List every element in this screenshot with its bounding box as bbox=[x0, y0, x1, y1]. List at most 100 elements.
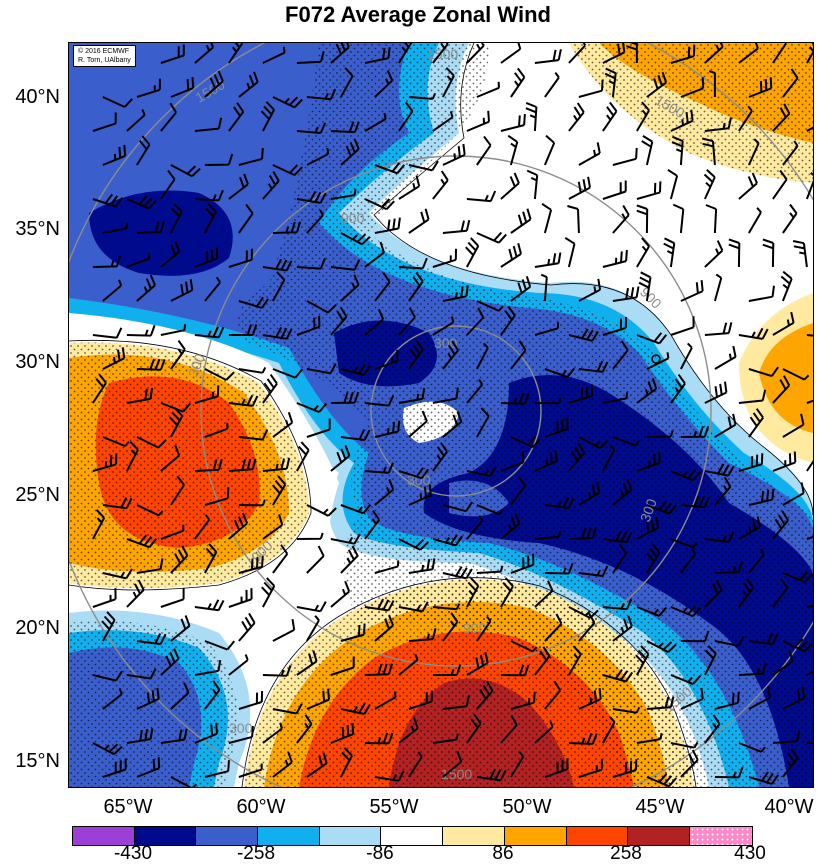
wind-barb bbox=[782, 748, 799, 778]
wind-barb bbox=[374, 217, 401, 234]
wind-barb bbox=[170, 77, 195, 98]
wind-barb bbox=[714, 635, 745, 647]
wind-barb bbox=[398, 387, 426, 404]
wind-barb bbox=[578, 565, 609, 577]
wind-barb bbox=[510, 340, 527, 370]
wind-barb bbox=[704, 240, 724, 268]
wind-barb bbox=[102, 222, 129, 234]
wind-barb bbox=[714, 476, 732, 506]
wind-barb bbox=[568, 328, 599, 342]
wind-barb bbox=[364, 395, 395, 407]
wind-barb bbox=[704, 579, 723, 608]
wind-barb bbox=[704, 645, 717, 676]
wind-barb bbox=[564, 236, 576, 268]
wind-barb bbox=[238, 429, 269, 441]
wind-barb bbox=[680, 495, 711, 509]
wind-barb bbox=[262, 46, 286, 64]
colorbar-box-8 bbox=[504, 827, 567, 845]
wind-barb bbox=[194, 659, 222, 676]
colorbar-box-11 bbox=[689, 827, 752, 845]
colorbar bbox=[72, 826, 753, 846]
lat-label-35n: 35°N bbox=[15, 218, 60, 240]
map-title: F072 Average Zonal Wind bbox=[285, 2, 551, 27]
wind-barb bbox=[136, 135, 151, 166]
lat-label-30n: 30°N bbox=[15, 351, 60, 373]
range-label-300-e: 300 bbox=[637, 496, 660, 524]
wind-barb bbox=[374, 70, 394, 98]
wind-barb bbox=[612, 615, 633, 642]
range-circles bbox=[69, 43, 813, 787]
wind-barb bbox=[92, 670, 123, 682]
wind-barb bbox=[602, 43, 626, 64]
colorbar-label-neg258: -258 bbox=[236, 843, 276, 864]
wind-barb bbox=[340, 232, 371, 246]
wind-barb bbox=[330, 445, 351, 472]
wind-barb bbox=[476, 615, 492, 642]
wind-barb bbox=[510, 640, 538, 653]
range-label-1500-top: 1500 bbox=[427, 46, 458, 62]
wind-barb bbox=[92, 373, 107, 404]
colorbar-box-5 bbox=[319, 827, 382, 845]
wind-barb bbox=[534, 450, 558, 472]
wind-barb bbox=[340, 504, 372, 515]
wind-barb bbox=[646, 71, 668, 98]
wind-barb bbox=[782, 638, 813, 653]
wind-barb bbox=[534, 397, 562, 405]
wind-barb bbox=[170, 545, 189, 574]
wind-barb bbox=[262, 665, 292, 677]
wind-barb bbox=[272, 703, 303, 715]
wind-barb bbox=[102, 568, 133, 580]
wind-barb bbox=[466, 514, 484, 540]
wind-barb bbox=[500, 577, 514, 608]
wind-barb bbox=[374, 420, 401, 438]
wind-barb bbox=[136, 274, 156, 302]
wind-barb bbox=[160, 588, 185, 608]
wind-barb bbox=[738, 172, 758, 200]
wind-barb bbox=[465, 237, 480, 268]
wind-barb bbox=[476, 565, 504, 574]
wind-barb bbox=[408, 160, 439, 172]
wind-barb bbox=[713, 273, 723, 302]
wind-barb bbox=[102, 688, 123, 710]
wind-barb bbox=[782, 482, 805, 506]
colorbar-label-258: 258 bbox=[610, 843, 642, 864]
wind-barb bbox=[228, 173, 249, 200]
wind-barb bbox=[578, 360, 609, 373]
wind-barb bbox=[398, 717, 419, 744]
wind-barb bbox=[748, 285, 775, 302]
wind-barb bbox=[714, 561, 743, 574]
wind-barb bbox=[612, 204, 630, 234]
wind-barb bbox=[544, 417, 569, 438]
lat-label-15n: 15°N bbox=[15, 750, 60, 772]
wind-barb bbox=[170, 776, 198, 787]
wind-barb bbox=[672, 203, 685, 234]
wind-barb bbox=[194, 514, 211, 540]
wind-barb bbox=[136, 558, 164, 574]
wind-barb bbox=[476, 504, 504, 516]
wind-barb bbox=[476, 342, 489, 370]
wind-barb bbox=[578, 436, 609, 449]
wind-barb bbox=[805, 172, 813, 200]
wind-barb bbox=[578, 79, 604, 98]
wind-barb bbox=[510, 553, 535, 574]
colorbar-box-2 bbox=[134, 827, 197, 845]
wind-barb bbox=[568, 385, 594, 404]
wind-barb bbox=[398, 538, 429, 551]
wind-barb bbox=[670, 374, 686, 404]
wind-barb bbox=[364, 510, 381, 540]
wind-barb bbox=[340, 545, 359, 574]
wind-barb bbox=[612, 479, 633, 506]
wind-barb bbox=[228, 324, 258, 336]
wind-barb bbox=[780, 270, 793, 302]
wind-barb bbox=[680, 630, 710, 643]
lon-label-50w: 50°W bbox=[502, 796, 552, 818]
wind-barb bbox=[782, 68, 799, 98]
wind-barb bbox=[160, 444, 181, 472]
wind-barb bbox=[374, 691, 397, 710]
wind-barb bbox=[636, 237, 650, 268]
wind-barb bbox=[306, 147, 330, 166]
wind-barb bbox=[626, 43, 638, 64]
wind-barb bbox=[612, 340, 629, 370]
wind-barb bbox=[772, 730, 801, 744]
wind-barb bbox=[194, 599, 225, 612]
